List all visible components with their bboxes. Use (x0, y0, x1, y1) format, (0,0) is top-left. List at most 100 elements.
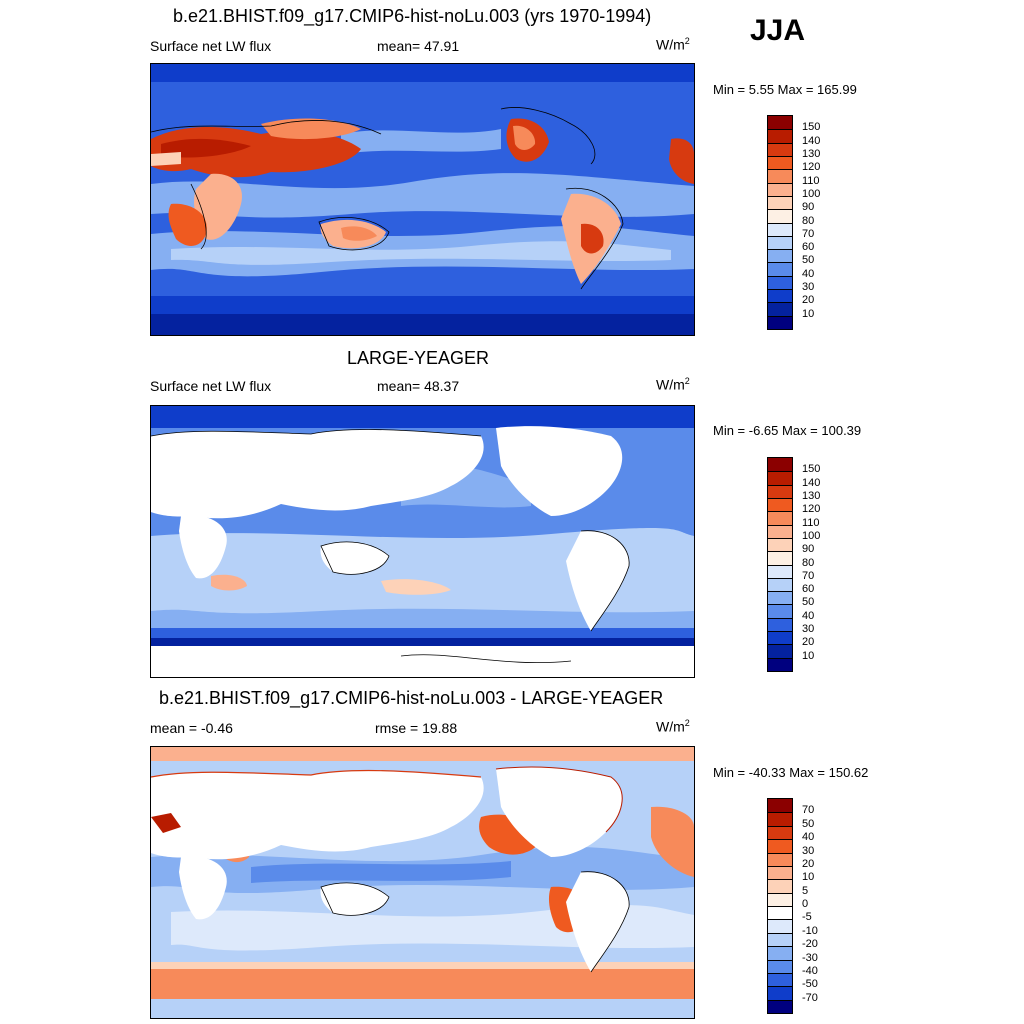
panel2-unit-label: W/m2 (656, 376, 690, 393)
colorbar-swatch (768, 302, 792, 316)
colorbar-swatch (768, 155, 792, 170)
panel3-map (150, 746, 695, 1019)
colorbar-swatch (768, 289, 792, 303)
panel1-unit-label: W/m2 (656, 36, 690, 53)
colorbar-tick-label: 50 (802, 254, 815, 267)
colorbar-swatch (768, 315, 792, 329)
colorbar-swatch (768, 169, 792, 183)
colorbar-swatch (768, 852, 792, 866)
colorbar-tick-label: 30 (802, 623, 815, 636)
colorbar-swatch (768, 631, 792, 645)
colorbar-swatch (768, 471, 792, 485)
colorbar-tick-label: 90 (802, 543, 815, 556)
colorbar-tick-label: 30 (802, 281, 815, 294)
colorbar-tick-label: -5 (802, 911, 812, 924)
colorbar-swatch (768, 825, 792, 840)
colorbar-tick-label: 130 (802, 489, 821, 502)
panel1-variable-label: Surface net LW flux (150, 38, 272, 54)
colorbar-tick-label: 40 (802, 831, 815, 844)
colorbar-tick-label: 10 (802, 871, 815, 884)
colorbar-swatch (768, 564, 792, 578)
colorbar-tick-label: -30 (802, 951, 818, 964)
colorbar-swatch (768, 551, 792, 565)
colorbar-swatch (768, 959, 792, 973)
colorbar-swatch (768, 209, 792, 223)
colorbar-swatch (768, 275, 792, 290)
colorbar-swatch (768, 946, 792, 960)
panel2-title: LARGE-YEAGER (347, 348, 490, 368)
colorbar-tick-label: 140 (802, 134, 821, 147)
colorbar-tick-label: 60 (802, 583, 815, 596)
panel2-minmax: Min = -6.65 Max = 100.39 (713, 423, 862, 438)
colorbar-swatch (768, 892, 792, 906)
panel2-variable-label: Surface net LW flux (150, 378, 272, 394)
colorbar-tick-label: 30 (802, 844, 815, 857)
colorbar-swatch (768, 591, 792, 605)
colorbar-tick-label: 100 (802, 187, 821, 200)
colorbar-tick-label: -70 (802, 991, 818, 1004)
colorbar-tick-label: 150 (802, 121, 821, 134)
colorbar-tick-label: 10 (802, 307, 815, 320)
colorbar-tick-label: 50 (802, 817, 815, 830)
colorbar-tick-label: 90 (802, 201, 815, 214)
colorbar-tick-label: 140 (802, 476, 821, 489)
colorbar-tick-label: 20 (802, 294, 815, 307)
colorbar-tick-label: 0 (802, 898, 809, 910)
colorbar-tick-label: -10 (802, 924, 818, 937)
colorbar-tick-label: 110 (802, 516, 820, 529)
colorbar-tick-label: -20 (802, 938, 818, 951)
colorbar-tick-label: 20 (802, 857, 815, 870)
panel3-mean-label: mean = -0.46 (150, 720, 233, 736)
panel3-minmax: Min = -40.33 Max = 150.62 (713, 765, 869, 780)
panel3-rmse-label: rmse = 19.88 (375, 720, 458, 736)
colorbar-tick-label: 100 (802, 529, 821, 542)
panel3-title: b.e21.BHIST.f09_g17.CMIP6-hist-noLu.003 … (159, 688, 664, 708)
colorbar-swatch (768, 497, 792, 512)
colorbar-tick-label: 130 (802, 147, 821, 160)
panel3-map-field (151, 747, 694, 1018)
colorbar-tick-label: 50 (802, 596, 815, 609)
colorbar-swatch (768, 511, 792, 525)
panel1-map (150, 63, 695, 336)
colorbar-swatch (768, 799, 792, 813)
colorbar-tick-label: 70 (802, 227, 815, 240)
colorbar-tick-label: 5 (802, 884, 809, 897)
colorbar-swatch (768, 484, 792, 498)
colorbar-swatch (768, 865, 792, 880)
colorbar-tick-label: 80 (802, 556, 815, 569)
colorbar-tick-label: 80 (802, 214, 815, 227)
colorbar-swatch (768, 999, 792, 1013)
colorbar-swatch (768, 906, 792, 920)
panel2-map-field (151, 406, 694, 677)
colorbar-swatch (768, 932, 792, 947)
colorbar-tick-label: 60 (802, 241, 815, 254)
colorbar-tick-label: 110 (802, 174, 820, 187)
colorbar-swatch (768, 812, 792, 826)
colorbar-swatch (768, 972, 792, 987)
colorbar-swatch (768, 235, 792, 250)
colorbar-tick-label: 10 (802, 649, 815, 662)
colorbar-swatch (768, 617, 792, 632)
panel1-colorbar (767, 115, 793, 330)
colorbar-tick-label: 70 (802, 804, 815, 817)
colorbar-swatch (768, 116, 792, 130)
colorbar-swatch (768, 142, 792, 156)
colorbar-swatch (768, 195, 792, 210)
colorbar-swatch (768, 458, 792, 472)
colorbar-swatch (768, 524, 792, 538)
colorbar-tick-label: 120 (802, 503, 821, 516)
colorbar-swatch (768, 879, 792, 893)
panel3-unit-label: W/m2 (656, 718, 690, 735)
colorbar-tick-label: 20 (802, 636, 815, 649)
colorbar-swatch (768, 182, 792, 196)
colorbar-tick-label: 40 (802, 609, 815, 622)
panel1-minmax: Min = 5.55 Max = 165.99 (713, 82, 857, 97)
colorbar-swatch (768, 657, 792, 671)
panel3-colorbar (767, 798, 793, 1014)
colorbar-swatch (768, 537, 792, 552)
panel2-mean-label: mean= 48.37 (377, 378, 460, 394)
colorbar-swatch (768, 249, 792, 263)
colorbar-swatch (768, 986, 792, 1000)
colorbar-swatch (768, 604, 792, 618)
colorbar-swatch (768, 262, 792, 276)
